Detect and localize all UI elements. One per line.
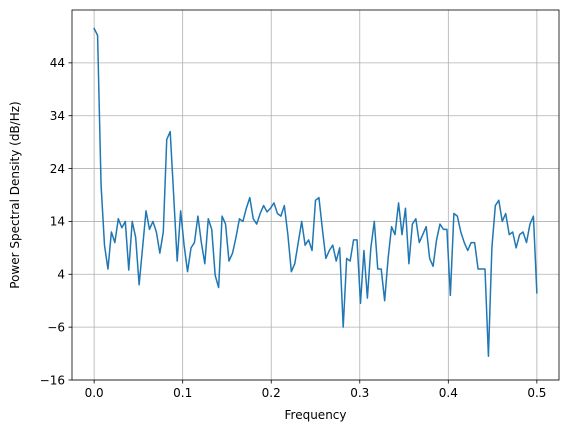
grid (72, 10, 559, 381)
x-tick-label: 0.3 (350, 386, 369, 400)
y-tick-label: 44 (50, 56, 65, 70)
y-axis-label: Power Spectral Density (dB/Hz) (8, 101, 22, 288)
x-tick-label: 0.0 (85, 386, 104, 400)
x-tick-label: 0.1 (173, 386, 192, 400)
x-axis-label: Frequency (285, 408, 347, 422)
y-tick-label: 24 (50, 162, 65, 176)
psd-series-line (93, 27, 538, 357)
y-tick-label: 4 (57, 268, 65, 282)
plot-area (93, 27, 538, 357)
y-axis: −16 −6 4 14 24 34 44 (40, 56, 72, 387)
y-tick-label: −6 (47, 320, 65, 334)
axes-frame (71, 9, 560, 381)
x-tick-label: 0.5 (527, 386, 546, 400)
y-tick-label: 14 (50, 215, 65, 229)
x-tick-label: 0.4 (439, 386, 458, 400)
y-tick-label: 34 (50, 109, 65, 123)
x-axis: 0.0 0.1 0.2 0.3 0.4 0.5 (85, 380, 546, 400)
y-tick-label: −16 (40, 373, 65, 387)
x-tick-label: 0.2 (262, 386, 281, 400)
